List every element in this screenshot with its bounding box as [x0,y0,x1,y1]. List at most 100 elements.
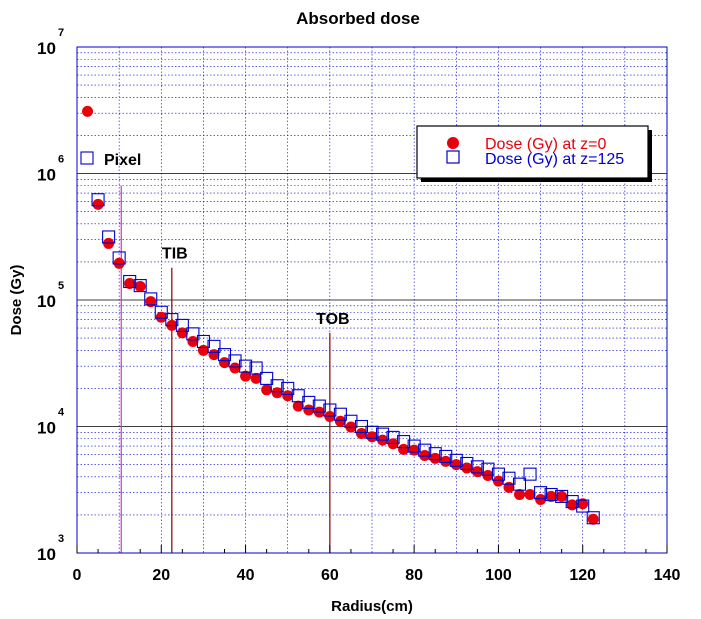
x-tick-label: 60 [321,567,339,584]
x-tick-label: 100 [485,567,512,584]
y-tick-base: 10 [37,166,56,185]
x-tick-label: 120 [569,567,596,584]
pixel-marker-icon [80,151,94,165]
data-point-z0 [461,462,473,474]
data-point-z0 [535,493,547,505]
data-point-z0 [282,390,294,402]
data-point-z0 [398,443,410,455]
data-point-z0 [292,400,304,412]
data-point-z0 [250,372,262,384]
data-point-z125 [281,381,295,395]
data-point-z125 [207,339,221,353]
y-tick-base: 10 [37,545,56,564]
data-point-z125 [344,414,358,428]
data-point-z0 [219,357,230,369]
data-point-z125 [270,379,284,393]
reference-lines [120,185,331,553]
data-point-z125 [439,449,453,463]
data-point-z125 [133,279,147,293]
data-point-z125 [586,511,600,525]
x-axis-label: Radius(cm) [331,598,413,615]
data-point-z125 [481,462,495,476]
data-point-z125 [428,447,442,461]
data-point-z125 [302,395,316,409]
legend-label-z0: Dose (Gy) at z=0 [485,136,606,153]
data-point-z125 [407,439,421,453]
data-point-z125 [460,456,474,471]
data-point-z0 [303,404,315,416]
data-point-z125 [249,361,263,375]
y-axis-label: Dose (Gy) [8,265,25,336]
data-point-z125 [375,427,390,441]
data-point-z125 [91,193,105,207]
data-point-z0 [187,335,199,347]
data-point-z0 [261,384,273,396]
data-point-z125 [333,407,347,421]
data-point-z0 [92,198,104,210]
annotation-pixel: Pixel [104,152,141,169]
data-point-z125 [565,495,579,509]
data-point-z0 [408,444,420,456]
y-tick-exponent: 3 [58,533,64,545]
data-point-z125 [386,430,400,444]
data-point-z0 [556,490,568,502]
data-point-z125 [144,292,158,306]
data-point-z125 [523,467,537,481]
y-tick-exponent: 5 [58,280,64,292]
data-point-z125 [512,477,527,491]
data-point-z0 [240,370,252,382]
data-point-z125 [196,334,210,349]
legend: Dose (Gy) at z=0 Dose (Gy) at z=125 [416,125,652,182]
legend-marker-z125 [446,150,460,164]
data-point-z125 [576,499,590,513]
legend-label-z125: Dose (Gy) at z=125 [485,151,624,168]
data-point-z125 [186,327,200,341]
data-point-z0 [492,475,504,487]
data-point-z0 [514,489,525,501]
series-z125-points [91,193,600,525]
data-point-z125 [449,453,463,467]
data-point-z0 [145,296,157,308]
data-point-z125 [365,425,379,439]
data-point-z0 [355,428,367,440]
data-point-z125 [491,467,505,481]
data-point-z0 [176,327,188,339]
data-point-z125 [123,274,137,289]
data-point-z0 [82,105,94,117]
x-axis-ticks: 0 20 40 60 80 100 120 140 [73,545,680,584]
annotation-tib: TIB [162,246,188,263]
data-point-z0 [524,489,536,501]
data-point-z125 [418,443,432,457]
y-tick-exponent: 4 [58,407,65,419]
y-tick-base: 10 [37,419,56,438]
chart-title: Absorbed dose [296,9,420,28]
x-tick-label: 80 [405,567,423,584]
data-point-z0 [124,278,136,290]
data-point-z125 [555,489,569,503]
data-point-z125 [239,359,253,373]
legend-marker-z0 [447,137,459,149]
data-point-z125 [544,487,558,502]
data-point-z0 [366,431,378,443]
grid-lines [77,47,667,553]
data-point-z125 [154,305,168,319]
y-tick-exponent: 6 [58,154,64,166]
data-point-z0 [271,387,283,399]
data-point-z125 [102,230,116,244]
data-point-z0 [134,280,146,292]
data-point-z0 [229,362,241,374]
data-point-z0 [587,513,599,525]
x-tick-label: 20 [152,567,170,584]
data-point-z125 [534,486,548,500]
y-tick-base: 10 [37,39,56,58]
data-point-z125 [260,371,274,385]
data-point-z0 [197,344,209,356]
data-point-z0 [503,481,515,493]
data-point-z125 [312,399,326,413]
data-point-z125 [470,460,484,474]
data-point-z0 [450,459,462,471]
data-point-z125 [397,435,411,449]
data-point-z125 [323,403,337,417]
data-point-z125 [291,389,305,403]
